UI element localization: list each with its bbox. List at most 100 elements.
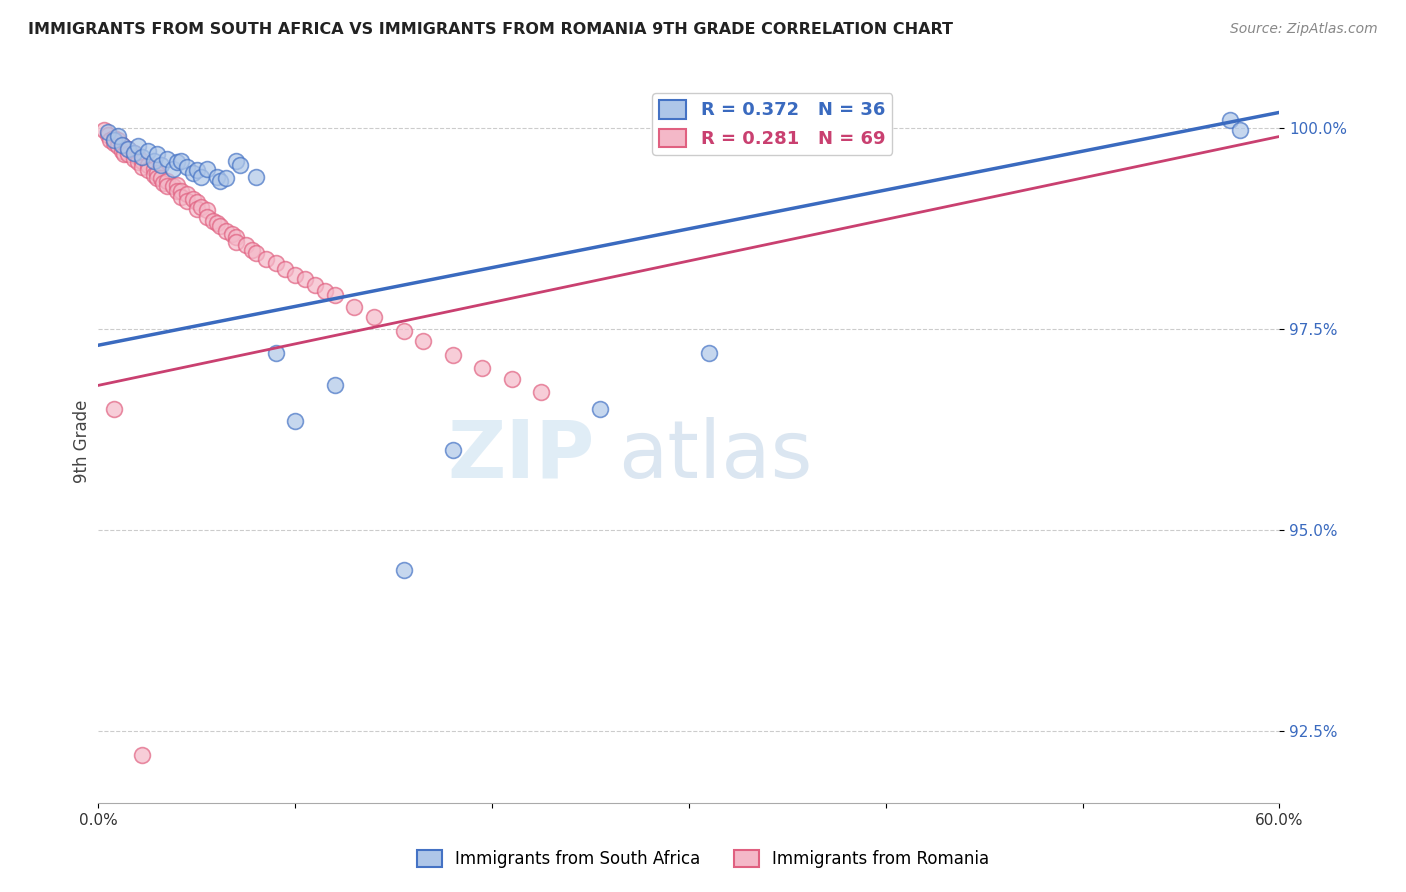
Point bbox=[225, 235, 247, 250]
Point bbox=[131, 153, 153, 168]
Point bbox=[98, 133, 121, 147]
Point bbox=[284, 268, 307, 282]
Point bbox=[170, 189, 193, 203]
Point bbox=[152, 176, 174, 190]
Point bbox=[343, 300, 366, 314]
Point bbox=[122, 152, 145, 166]
Point bbox=[156, 152, 179, 166]
Point bbox=[111, 144, 134, 158]
Point bbox=[170, 153, 193, 168]
Point bbox=[156, 179, 179, 194]
Point bbox=[122, 145, 145, 160]
Point bbox=[195, 210, 218, 224]
Point bbox=[274, 261, 297, 276]
Point bbox=[195, 203, 218, 218]
Point bbox=[441, 348, 464, 362]
Point bbox=[294, 272, 316, 286]
Point bbox=[225, 153, 247, 168]
Point bbox=[501, 372, 523, 386]
Point bbox=[201, 213, 224, 227]
Point bbox=[363, 310, 385, 324]
Point bbox=[304, 277, 326, 292]
Y-axis label: 9th Grade: 9th Grade bbox=[73, 400, 91, 483]
Point bbox=[166, 155, 188, 169]
Point bbox=[136, 144, 159, 158]
Point bbox=[225, 229, 247, 244]
Point bbox=[166, 184, 188, 198]
Point bbox=[412, 334, 434, 348]
Point bbox=[111, 137, 134, 152]
Point bbox=[97, 128, 120, 142]
Point bbox=[156, 173, 179, 187]
Point bbox=[103, 136, 125, 150]
Point bbox=[93, 123, 115, 137]
Point bbox=[103, 131, 125, 145]
Point bbox=[170, 184, 193, 198]
Point bbox=[136, 163, 159, 178]
Point bbox=[107, 139, 129, 153]
Point bbox=[190, 200, 212, 214]
Point bbox=[103, 133, 125, 147]
Point bbox=[215, 224, 238, 238]
Point bbox=[530, 384, 553, 399]
Point bbox=[471, 360, 494, 375]
Point bbox=[150, 171, 173, 186]
Point bbox=[146, 165, 169, 179]
Point bbox=[221, 227, 243, 242]
Point bbox=[254, 252, 277, 266]
Point bbox=[117, 147, 139, 161]
Point bbox=[181, 165, 204, 179]
Point bbox=[112, 147, 135, 161]
Point bbox=[245, 245, 267, 260]
Point bbox=[103, 402, 125, 417]
Point bbox=[146, 147, 169, 161]
Text: IMMIGRANTS FROM SOUTH AFRICA VS IMMIGRANTS FROM ROMANIA 9TH GRADE CORRELATION CH: IMMIGRANTS FROM SOUTH AFRICA VS IMMIGRAN… bbox=[28, 22, 953, 37]
Point bbox=[589, 402, 612, 417]
Point bbox=[122, 145, 145, 160]
Point bbox=[111, 137, 134, 152]
Point bbox=[107, 133, 129, 147]
Point bbox=[186, 163, 208, 178]
Point bbox=[186, 195, 208, 210]
Point bbox=[186, 202, 208, 216]
Point bbox=[166, 178, 188, 192]
Point bbox=[215, 171, 238, 186]
Text: ZIP: ZIP bbox=[447, 417, 595, 495]
Point bbox=[131, 747, 153, 762]
Point bbox=[131, 160, 153, 174]
Point bbox=[245, 169, 267, 184]
Point bbox=[131, 149, 153, 163]
Point bbox=[150, 157, 173, 171]
Legend: R = 0.372   N = 36, R = 0.281   N = 69: R = 0.372 N = 36, R = 0.281 N = 69 bbox=[652, 93, 893, 155]
Point bbox=[107, 129, 129, 144]
Point bbox=[136, 157, 159, 171]
Point bbox=[229, 157, 252, 171]
Point bbox=[181, 192, 204, 206]
Point bbox=[284, 414, 307, 428]
Point bbox=[117, 141, 139, 155]
Point bbox=[162, 161, 184, 176]
Point bbox=[1229, 123, 1251, 137]
Point bbox=[127, 139, 149, 153]
Point bbox=[235, 237, 257, 252]
Point bbox=[264, 346, 287, 360]
Point bbox=[1219, 113, 1241, 128]
Point bbox=[240, 244, 263, 258]
Point bbox=[142, 168, 165, 182]
Point bbox=[209, 219, 232, 234]
Point bbox=[117, 141, 139, 155]
Point bbox=[97, 125, 120, 139]
Point bbox=[127, 149, 149, 163]
Point bbox=[264, 256, 287, 270]
Point bbox=[142, 153, 165, 168]
Point bbox=[127, 155, 149, 169]
Point bbox=[209, 173, 232, 187]
Point bbox=[441, 442, 464, 457]
Point bbox=[205, 216, 228, 230]
Point bbox=[392, 324, 415, 338]
Point bbox=[142, 161, 165, 176]
Point bbox=[190, 169, 212, 184]
Point bbox=[176, 194, 198, 208]
Point bbox=[146, 171, 169, 186]
Point bbox=[195, 161, 218, 176]
